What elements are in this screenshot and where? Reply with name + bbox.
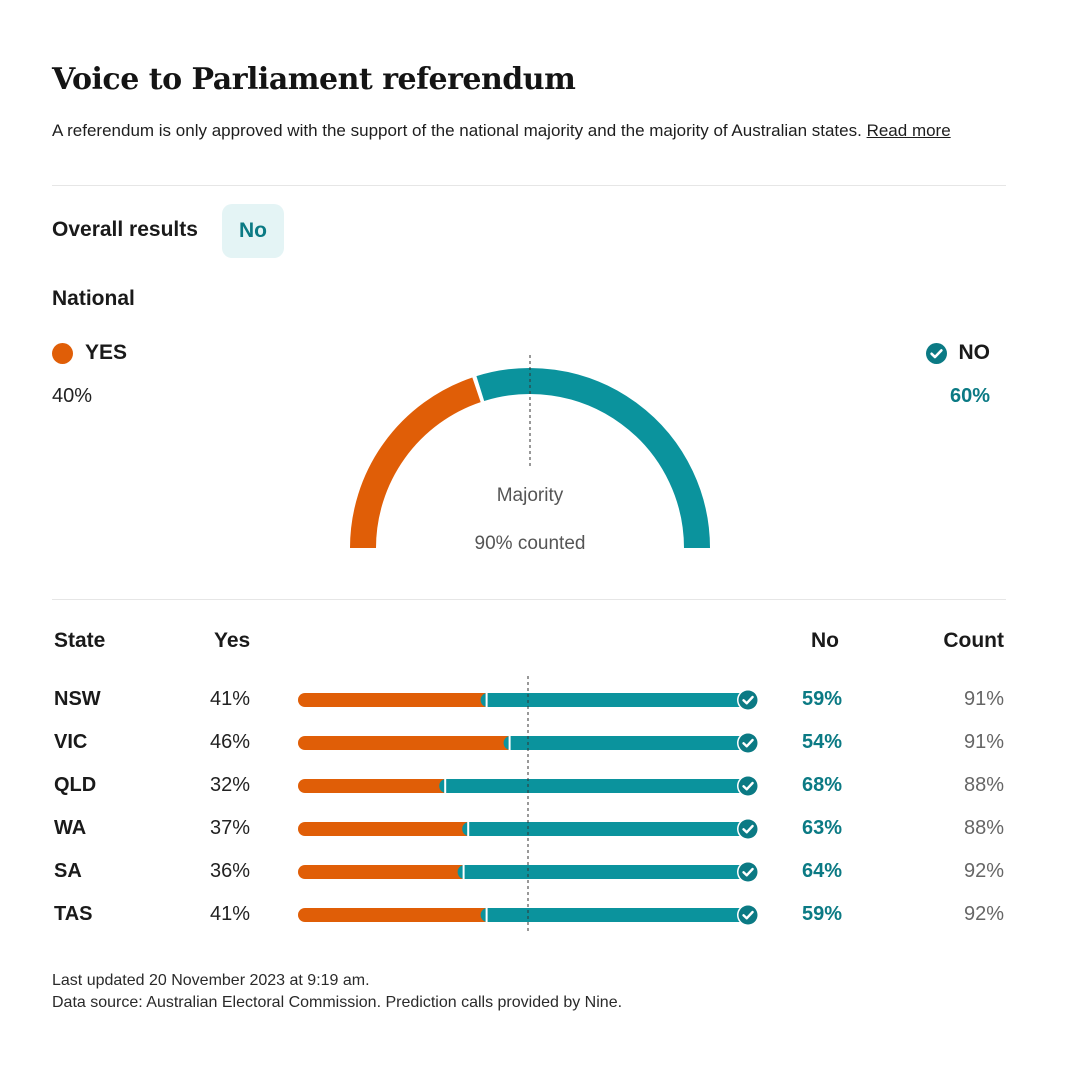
- intro-sentence: A referendum is only approved with the s…: [52, 121, 862, 140]
- gauge-counted-label: 90% counted: [475, 533, 586, 550]
- national-no-legend: NO: [925, 341, 991, 365]
- count-percent: 92%: [963, 903, 1004, 925]
- check-circle-icon: [737, 775, 759, 797]
- yes-dot-icon: [52, 342, 73, 364]
- yes-label: YES: [85, 341, 128, 364]
- national-no-percent: 60%: [949, 385, 990, 407]
- yes-percent: 36%: [210, 860, 251, 882]
- yes-percent: 41%: [210, 903, 251, 925]
- page-title: Voice to Parliament referendum: [52, 62, 576, 97]
- read-more-link[interactable]: Read more: [866, 121, 951, 140]
- column-header-no: No: [811, 629, 839, 652]
- national-yes-percent: 40%: [52, 385, 93, 407]
- overall-results-label: Overall results: [52, 218, 198, 241]
- footer: Last updated 20 November 2023 at 9:19 am…: [52, 970, 622, 1014]
- gauge-majority-label: Majority: [497, 485, 564, 506]
- count-percent: 88%: [963, 774, 1004, 796]
- state-name: NSW: [54, 688, 101, 710]
- divider-top: [52, 185, 1006, 186]
- no-percent: 59%: [802, 903, 843, 925]
- intro-text: A referendum is only approved with the s…: [52, 118, 952, 143]
- check-circle-icon: [925, 342, 947, 364]
- yes-percent: 41%: [210, 688, 251, 710]
- last-updated-text: Last updated 20 November 2023 at 9:19 am…: [52, 972, 370, 989]
- no-percent: 64%: [802, 860, 843, 882]
- no-percent: 59%: [802, 688, 843, 710]
- gauge-no-arc: [476, 368, 710, 549]
- no-percent: 68%: [802, 774, 843, 796]
- gauge-yes-arc: [350, 377, 481, 549]
- count-percent: 88%: [963, 817, 1004, 839]
- check-circle-icon: [737, 861, 759, 883]
- yes-percent: 46%: [210, 731, 251, 753]
- no-label: NO: [958, 341, 991, 364]
- yes-percent: 32%: [210, 774, 251, 796]
- column-header-state: State: [54, 629, 106, 652]
- yes-percent: 37%: [210, 817, 251, 839]
- check-circle-icon: [737, 818, 759, 840]
- column-header-yes: Yes: [214, 629, 251, 652]
- count-percent: 92%: [963, 860, 1004, 882]
- column-header-count: Count: [943, 629, 1004, 652]
- state-name: WA: [54, 817, 87, 839]
- check-circle-icon: [737, 732, 759, 754]
- check-circle-icon: [737, 904, 759, 926]
- state-name: SA: [54, 860, 82, 882]
- national-heading: National: [52, 287, 135, 310]
- state-bars-chart: [298, 676, 759, 932]
- overall-result-badge: No: [222, 204, 284, 258]
- state-name: TAS: [54, 903, 93, 925]
- state-name: QLD: [54, 774, 97, 796]
- national-yes-legend: YES: [52, 341, 127, 365]
- count-percent: 91%: [963, 688, 1004, 710]
- divider-middle: [52, 599, 1006, 600]
- count-percent: 91%: [963, 731, 1004, 753]
- no-percent: 63%: [802, 817, 843, 839]
- data-source-text: Data source: Australian Electoral Commis…: [52, 994, 623, 1011]
- check-circle-icon: [737, 689, 759, 711]
- national-gauge: Majority 90% counted: [350, 355, 710, 550]
- no-percent: 54%: [802, 731, 843, 753]
- state-name: VIC: [54, 731, 88, 753]
